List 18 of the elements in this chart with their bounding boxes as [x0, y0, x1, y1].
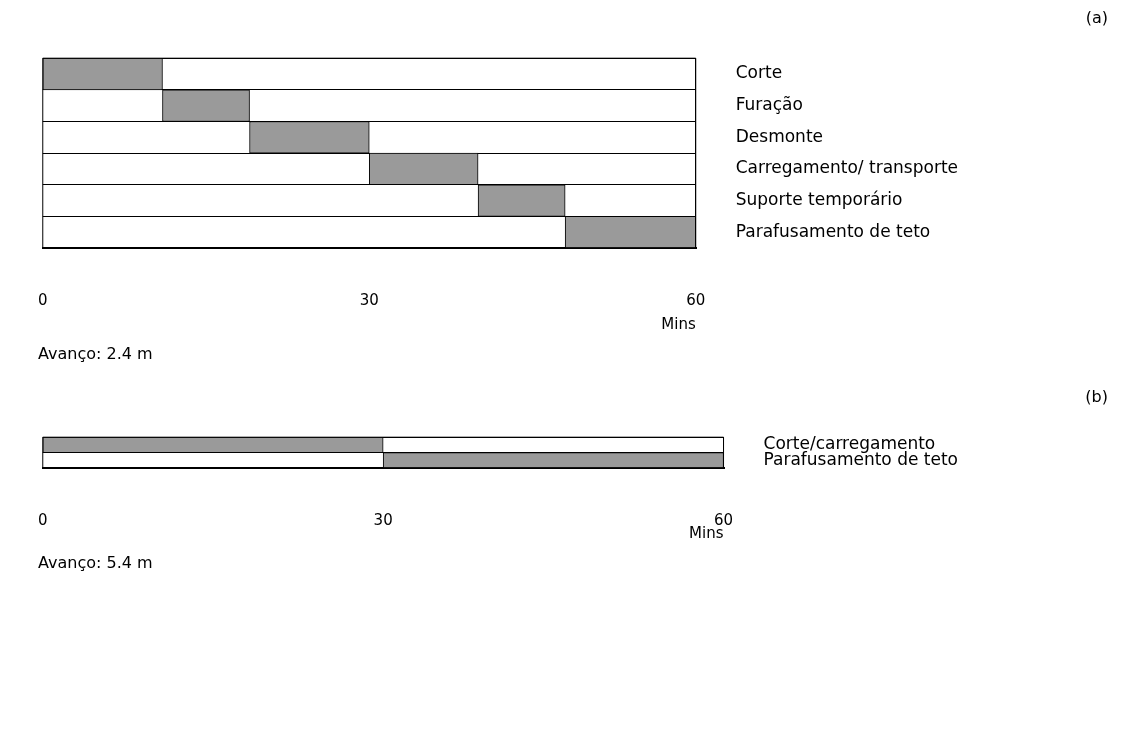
x-tick-label: 30	[359, 290, 379, 309]
y-tick-label: Parafusamento de teto	[735, 220, 931, 241]
text: (a)	[1085, 8, 1108, 27]
x-tick-label: 30	[373, 510, 393, 529]
x-axis-title: Mins	[661, 314, 696, 333]
x-tick-label: 0	[38, 290, 48, 309]
y-tick-label: Corte/carregamento	[763, 433, 936, 454]
y-tick-label: Suporte temporário	[735, 188, 903, 209]
x-tick-label: 60	[714, 510, 734, 529]
y-tick-label: Corte	[735, 62, 783, 83]
y-tick-label: Carregamento/ transporte	[735, 157, 958, 178]
text: Avanço: 5.4 m	[38, 553, 154, 572]
text: Avanço: 2.4 m	[38, 344, 154, 363]
y-tick-label: Desmonte	[735, 125, 824, 146]
text: (b)	[1085, 387, 1108, 406]
x-tick-label: 60	[686, 290, 706, 309]
x-tick-label: 0	[38, 510, 48, 529]
y-tick-label: Furação	[735, 94, 803, 115]
